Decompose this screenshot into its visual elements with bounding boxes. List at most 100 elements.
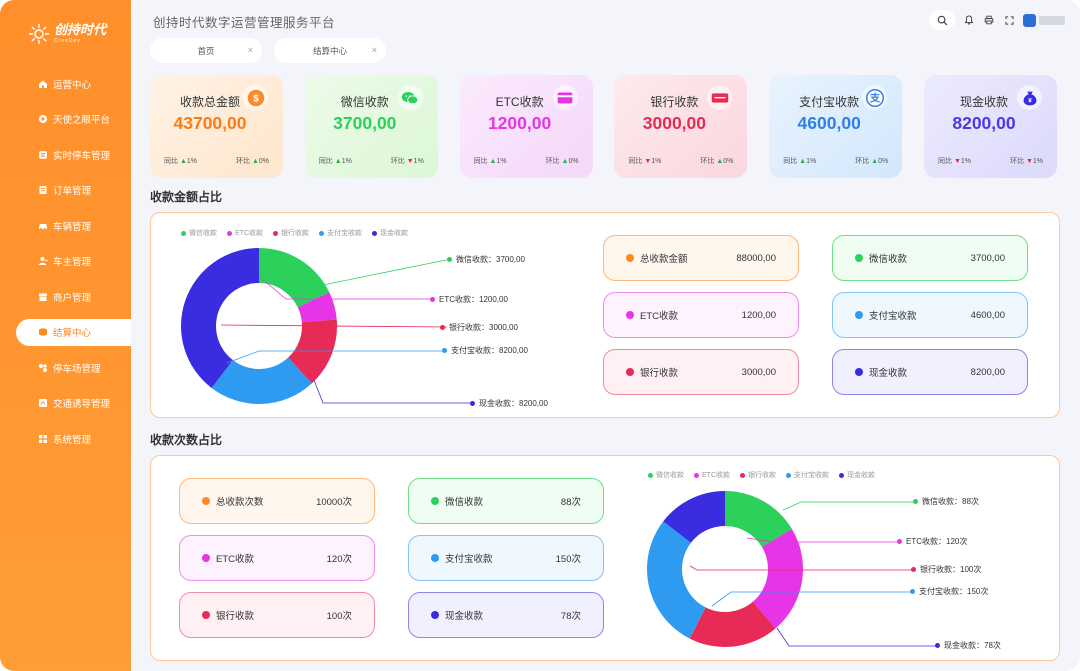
tab-home[interactable]: 首页 × bbox=[150, 38, 262, 63]
donut-slice-wechat[interactable] bbox=[725, 491, 792, 547]
trend-arrow-icon: ▼ bbox=[406, 158, 414, 165]
bell-icon[interactable] bbox=[963, 14, 975, 26]
donut-slice-cash[interactable] bbox=[663, 491, 725, 543]
stat-card[interactable]: 现金收款 8200,00 ¥ 同比 ▼1% 环比 ▼1% bbox=[924, 75, 1057, 178]
data-label: 银行收款：3000,00 bbox=[440, 322, 518, 333]
pill-label: ETC收款 bbox=[640, 311, 679, 322]
yoy-value: 1% bbox=[496, 158, 507, 165]
mom-label: 环比 bbox=[390, 158, 405, 165]
stat-label: 收款总金额 bbox=[179, 95, 240, 109]
trend-arrow-icon: ▲ bbox=[489, 158, 497, 165]
pill-label: 银行收款 bbox=[640, 368, 679, 379]
logo-sun-icon bbox=[28, 23, 50, 45]
legend-item[interactable]: 现金收款 bbox=[839, 470, 875, 480]
sidebar-item-5[interactable]: 车主管理 bbox=[16, 248, 131, 275]
legend-item[interactable]: 微信收款 bbox=[648, 470, 684, 480]
data-label: 银行收款：100次 bbox=[911, 564, 981, 575]
trend-arrow-icon: ▲ bbox=[799, 158, 807, 165]
sidebar-item-3[interactable]: 订单管理 bbox=[16, 177, 131, 204]
legend-item[interactable]: ETC收款 bbox=[227, 228, 263, 238]
sidebar-item-label: 实时停车管理 bbox=[53, 150, 111, 162]
sidebar-item-8[interactable]: 停车场管理 bbox=[16, 354, 131, 381]
svg-text:$: $ bbox=[253, 93, 259, 104]
sidebar-item-1[interactable]: 天使之眼平台 bbox=[16, 106, 131, 133]
donut-slice-alipay[interactable] bbox=[646, 521, 706, 639]
sidebar-item-10[interactable]: 系统管理 bbox=[16, 425, 131, 452]
mom-value: 0% bbox=[568, 158, 579, 165]
stat-value: 8200,00 bbox=[952, 113, 1016, 133]
legend-dot bbox=[839, 472, 844, 478]
legend-item[interactable]: 微信收款 bbox=[181, 228, 217, 238]
search-button[interactable] bbox=[929, 10, 955, 30]
pill-dot bbox=[431, 611, 439, 619]
legend-item[interactable]: 银行收款 bbox=[273, 228, 309, 238]
yoy-label: 同比 bbox=[628, 158, 643, 165]
label-dot bbox=[442, 348, 447, 353]
mom-value: 0% bbox=[258, 158, 269, 165]
legend-item[interactable]: 银行收款 bbox=[740, 470, 776, 480]
shop-icon bbox=[38, 292, 48, 302]
alipay-icon: 支 bbox=[862, 85, 888, 110]
stat-value: 1200,00 bbox=[487, 113, 552, 133]
section-title-count: 收款次数占比 bbox=[150, 433, 223, 447]
legend-dot bbox=[181, 230, 186, 236]
sidebar-item-2[interactable]: 实时停车管理 bbox=[16, 141, 131, 168]
leader-line bbox=[782, 501, 916, 511]
trend-arrow-icon: ▲ bbox=[716, 158, 724, 165]
yoy-value: 1% bbox=[960, 158, 972, 165]
legend-label: 银行收款 bbox=[748, 472, 776, 479]
stat-label: 现金收款 bbox=[959, 95, 1008, 109]
summary-pill: 支付宝收款 150次 bbox=[408, 535, 604, 581]
pill-label: 总收款金额 bbox=[640, 254, 688, 265]
sidebar-item-4[interactable]: 车辆管理 bbox=[16, 212, 131, 239]
close-icon[interactable]: × bbox=[247, 45, 253, 55]
sidebar-item-9[interactable]: 交通诱导管理 bbox=[16, 390, 131, 417]
sidebar: 创持时代 CreeDex 运营中心天使之眼平台实时停车管理订单管理车辆管理车主管… bbox=[0, 0, 131, 671]
pill-label: 现金收款 bbox=[445, 611, 484, 622]
summary-pill: 总收款金额 88000,00 bbox=[603, 235, 799, 281]
pill-value: 10000次 bbox=[316, 497, 352, 508]
legend-item[interactable]: ETC收款 bbox=[694, 470, 730, 480]
printer-icon[interactable] bbox=[983, 14, 995, 26]
pill-label: 银行收款 bbox=[216, 611, 255, 622]
tab-label: 结算中心 bbox=[312, 45, 347, 56]
traffic-icon bbox=[38, 398, 48, 408]
legend-item[interactable]: 支付宝收款 bbox=[319, 228, 362, 238]
sidebar-item-7[interactable]: 结算中心 bbox=[16, 318, 131, 346]
donut-slice-etc[interactable] bbox=[752, 528, 804, 629]
username-redacted bbox=[1039, 15, 1065, 25]
donut-slice-bank[interactable] bbox=[288, 319, 337, 384]
donut-slice-alipay[interactable] bbox=[211, 357, 312, 404]
home-icon bbox=[38, 79, 48, 89]
donut-slice-etc[interactable] bbox=[297, 292, 337, 323]
pill-value: 88000,00 bbox=[736, 252, 776, 264]
sidebar-item-6[interactable]: 商户管理 bbox=[16, 283, 131, 310]
stat-card[interactable]: ETC收款 1200,00 同比 ▲1% 环比 ▲0% bbox=[459, 75, 593, 178]
stat-card[interactable]: 收款总金额 43700,00 $ 同比 ▲1% 环比 ▲0% bbox=[150, 75, 283, 178]
sidebar-item-label: 交通诱导管理 bbox=[53, 399, 111, 410]
donut-slice-bank[interactable] bbox=[689, 601, 776, 647]
stat-cards: 收款总金额 43700,00 $ 同比 ▲1% 环比 ▲0% 微信收款 3700,00 同比 … bbox=[150, 75, 1060, 178]
trend-arrow-icon: ▲ bbox=[334, 158, 342, 165]
amount-panel: 微信收款 ETC收款 银行收款 支付宝收款 现金收款 微信收款：3700,00 ETC收款：… bbox=[150, 212, 1060, 418]
pill-value: 88次 bbox=[560, 497, 581, 508]
legend-item[interactable]: 支付宝收款 bbox=[786, 470, 829, 480]
pill-dot bbox=[855, 368, 863, 376]
tab-settlement[interactable]: 结算中心 × bbox=[274, 38, 386, 63]
legend-item[interactable]: 现金收款 bbox=[372, 228, 408, 238]
leader-line bbox=[220, 324, 448, 328]
logo: 创持时代 CreeDex bbox=[28, 22, 108, 46]
data-label: 支付宝收款：150次 bbox=[910, 586, 988, 597]
user-menu[interactable] bbox=[1023, 13, 1065, 27]
legend-dot bbox=[694, 472, 699, 478]
sidebar-item-0[interactable]: 运营中心 bbox=[16, 70, 131, 97]
stat-card[interactable]: 支付宝收款 4600,00 支同比 ▲1% 环比 ▲0% bbox=[769, 75, 903, 178]
legend-label: 现金收款 bbox=[847, 472, 875, 479]
fullscreen-icon[interactable] bbox=[1003, 14, 1015, 26]
stat-card[interactable]: 银行收款 3000,00 同比 ▼1% 环比 ▲0% bbox=[614, 75, 748, 178]
stat-card[interactable]: 微信收款 3700,00 同比 ▲1% 环比 ▼1% bbox=[304, 75, 438, 178]
close-icon[interactable]: × bbox=[371, 45, 377, 55]
sidebar-item-label: 停车场管理 bbox=[53, 363, 101, 375]
donut-slice-cash[interactable] bbox=[181, 248, 259, 388]
donut-slice-wechat[interactable] bbox=[259, 248, 330, 308]
